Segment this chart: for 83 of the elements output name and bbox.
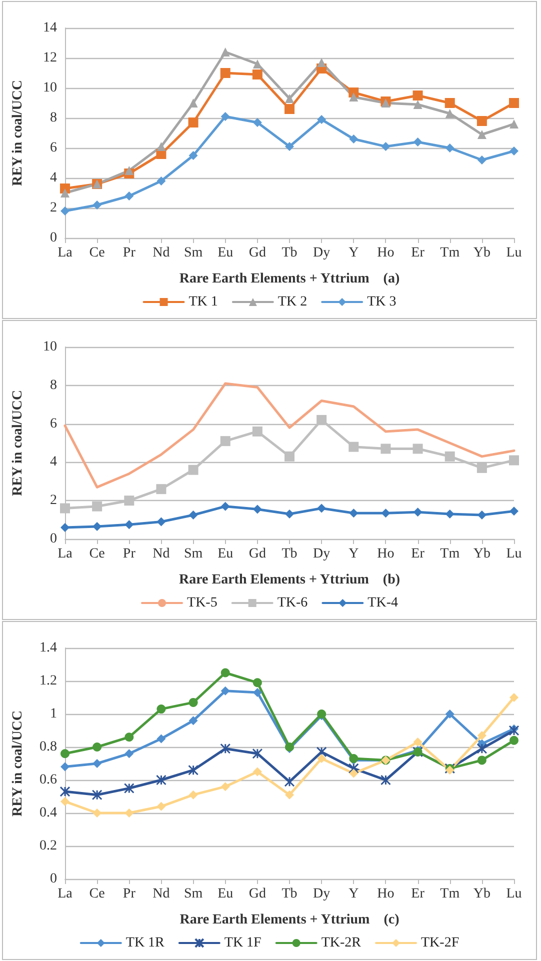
x-tick-label: Nd: [152, 886, 170, 902]
y-tick-label: 0.8: [40, 740, 57, 754]
x-tick-label: Pr: [122, 246, 136, 260]
x-tick-label: Dy: [313, 546, 330, 562]
y-tick-label: 0: [50, 230, 57, 246]
legend-label: TK 3: [367, 294, 396, 310]
x-tick-label: Y: [348, 546, 359, 562]
x-tick-label: Gd: [248, 546, 266, 562]
x-tick-label: Y: [348, 246, 359, 260]
x-tick-label: Ho: [377, 886, 394, 902]
x-tick-label: Ce: [89, 886, 105, 902]
y-tick-label: 4: [50, 454, 57, 470]
y-tick-label: 8: [50, 378, 57, 393]
x-tick-label: Tb: [282, 546, 298, 562]
y-tick-label: 2: [50, 200, 57, 216]
x-tick-label: Ho: [377, 246, 394, 260]
x-tick-label: Dy: [313, 886, 330, 902]
x-tick-label: Yb: [473, 886, 490, 902]
y-tick-label: 0: [50, 872, 57, 886]
legend-label: TK-2R: [321, 936, 362, 950]
x-tick-label: Eu: [218, 246, 234, 260]
legend-label: TK 1: [188, 294, 218, 310]
y-tick-label: 10: [43, 340, 57, 354]
y-tick-label: 0.4: [40, 806, 57, 820]
y-axis-title: REY in coal/UCC: [10, 390, 26, 496]
x-tick-label: Tm: [440, 246, 460, 260]
x-tick-label: Gd: [248, 246, 266, 260]
x-tick-label: Lu: [506, 546, 522, 562]
x-tick-label: Eu: [218, 546, 234, 562]
x-tick-label: Pr: [122, 546, 136, 562]
x-tick-label: Sm: [184, 246, 203, 260]
legend-label: TK-5: [187, 596, 218, 610]
x-tick-label: Ho: [377, 546, 394, 562]
legend-label: TK-4: [368, 596, 398, 610]
legend-label: TK 2: [278, 294, 308, 310]
x-tick-label: Er: [411, 246, 425, 260]
x-axis-title: Rare Earth Elements + Yttrium (c): [180, 912, 400, 928]
x-axis-title: Rare Earth Elements + Yttrium (a): [179, 272, 400, 286]
x-tick-label: La: [58, 886, 74, 902]
x-tick-label: Eu: [218, 886, 234, 902]
y-tick-label: 6: [50, 140, 57, 156]
y-tick-label: 12: [43, 50, 57, 66]
y-tick-label: 8: [50, 110, 57, 126]
x-tick-label: Gd: [248, 886, 266, 902]
x-tick-label: Dy: [313, 246, 330, 260]
x-tick-label: Sm: [184, 886, 203, 902]
x-tick-label: Lu: [506, 886, 522, 902]
y-tick-label: 1: [50, 706, 57, 722]
x-tick-label: Y: [348, 886, 359, 902]
x-tick-label: Tm: [440, 886, 460, 902]
x-tick-label: Nd: [152, 546, 170, 562]
y-tick-label: 4: [50, 170, 57, 186]
legend-label: TK-6: [277, 596, 308, 610]
y-tick-label: 0: [50, 532, 57, 546]
y-tick-label: 1.4: [40, 640, 57, 656]
x-tick-label: Tb: [282, 886, 298, 902]
y-tick-label: 6: [50, 416, 57, 432]
x-tick-label: Nd: [152, 246, 170, 260]
x-tick-label: Ce: [89, 546, 105, 562]
y-tick-label: 0.2: [40, 838, 57, 854]
x-tick-label: Pr: [122, 886, 136, 902]
legend-label: TK 1F: [224, 936, 262, 950]
x-tick-label: La: [58, 246, 74, 260]
x-tick-label: Er: [411, 886, 425, 902]
y-tick-label: 10: [43, 80, 57, 96]
x-tick-label: Yb: [473, 546, 490, 562]
legend-label: TK 1R: [126, 936, 166, 950]
y-tick-label: 2: [50, 493, 57, 508]
x-tick-label: Lu: [506, 246, 522, 260]
x-tick-label: La: [58, 546, 74, 562]
x-tick-label: Er: [411, 546, 425, 562]
y-axis-title: REY in coal/UCC: [10, 80, 26, 186]
x-tick-label: Sm: [184, 546, 203, 562]
x-tick-label: Tm: [440, 546, 460, 562]
y-axis-title: REY in coal/UCC: [10, 710, 26, 817]
y-tick-label: 14: [43, 20, 57, 36]
x-tick-label: Ce: [89, 246, 105, 260]
y-tick-label: 1.2: [40, 674, 57, 688]
x-tick-label: Tb: [282, 246, 298, 260]
x-axis-title: Rare Earth Elements + Yttrium (b): [178, 572, 400, 588]
y-tick-label: 0.6: [40, 772, 57, 788]
legend-label: TK-2F: [421, 936, 460, 950]
x-tick-label: Yb: [473, 246, 490, 260]
